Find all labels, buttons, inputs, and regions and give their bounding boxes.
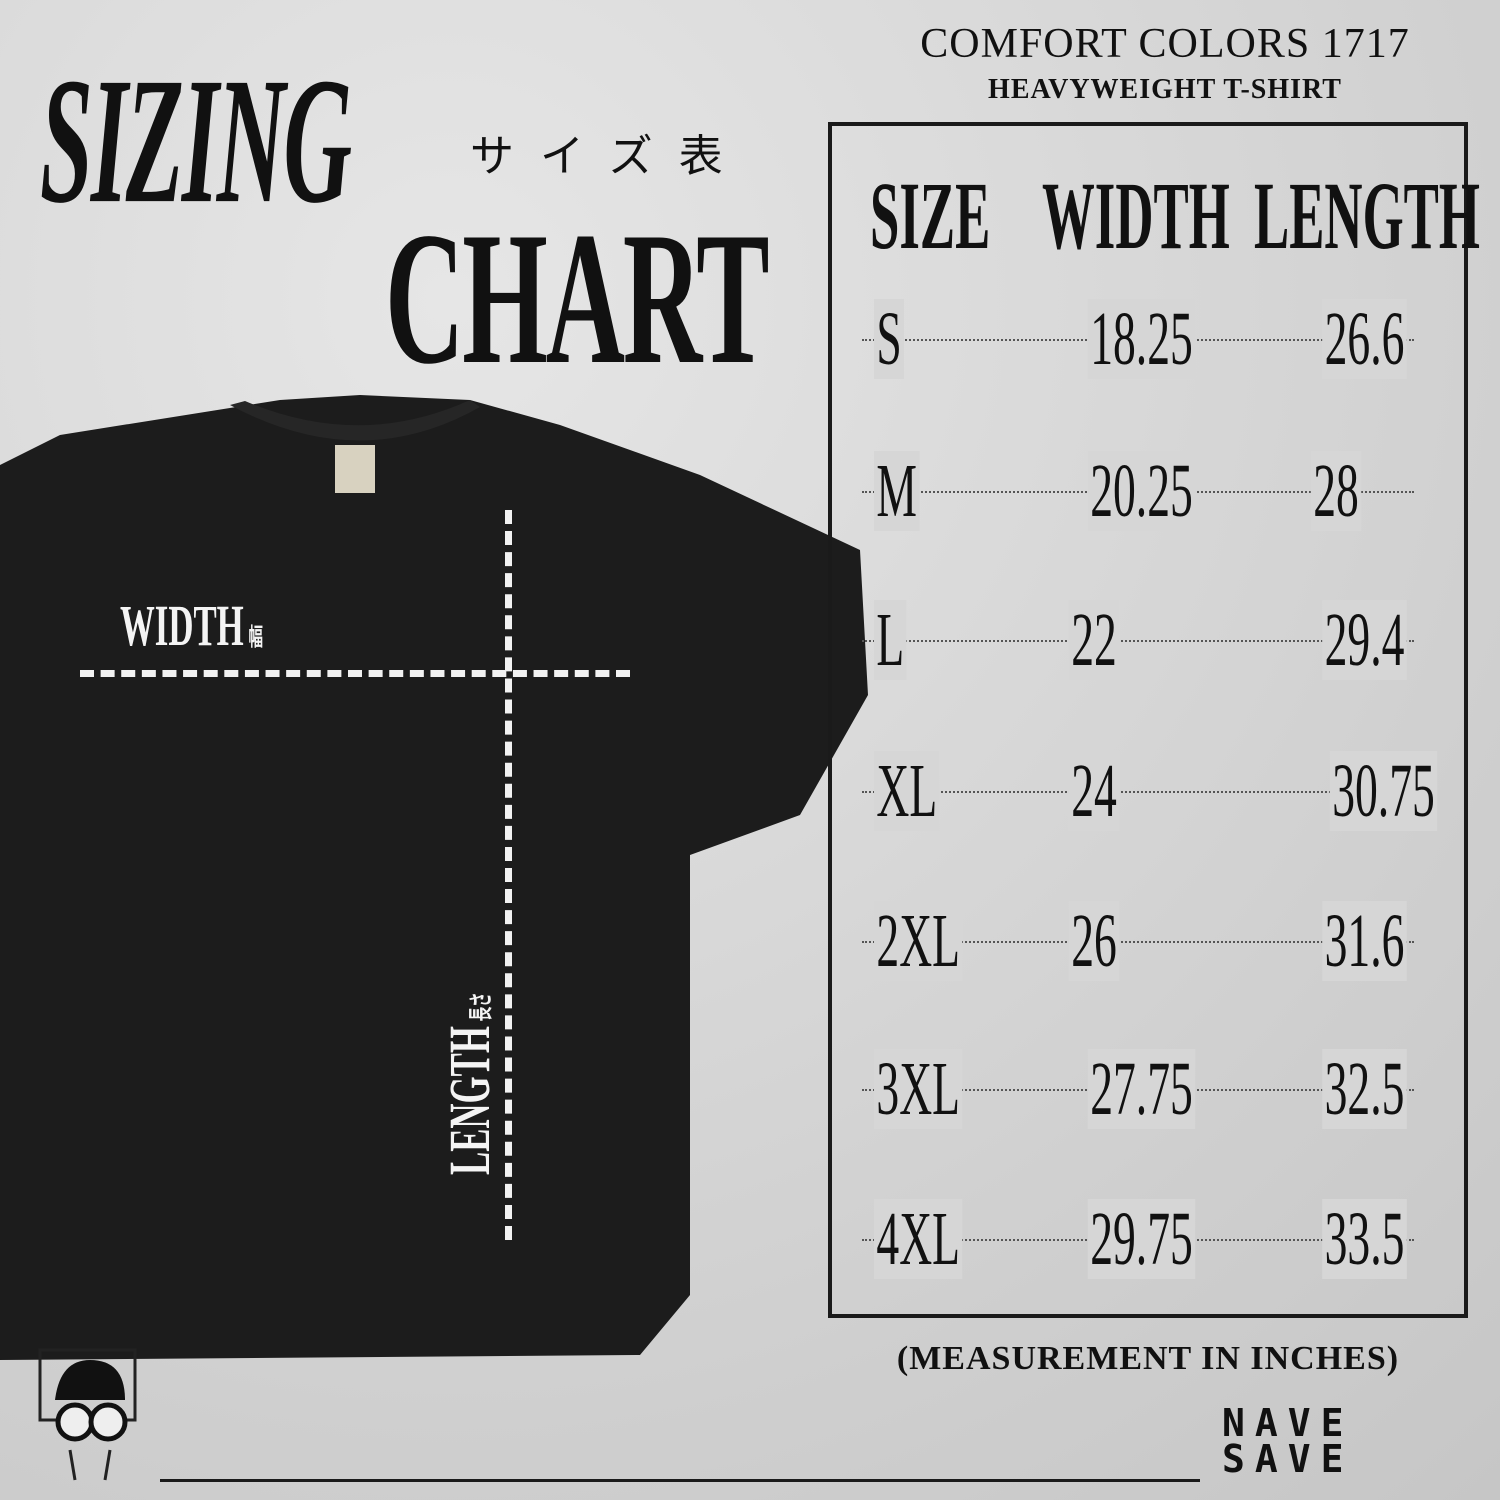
logo-line-2: SAVE [1222, 1437, 1354, 1481]
cell-length: 31.6 [1322, 901, 1407, 981]
width-label-jp: 幅 [248, 623, 263, 651]
row-leader-dots [862, 941, 1414, 943]
header-length: LENGTH [1254, 162, 1480, 269]
length-measure-line [505, 510, 512, 1240]
cell-length: 33.5 [1322, 1199, 1407, 1279]
table-row: 4XL 29.75 33.5 [832, 1199, 1464, 1279]
table-row: 3XL 27.75 32.5 [832, 1049, 1464, 1129]
cell-length: 30.75 [1329, 751, 1438, 831]
title-line-2: CHART [385, 193, 770, 404]
table-row: XL 24 30.75 [832, 751, 1464, 831]
cell-width: 22 [1068, 600, 1120, 680]
cell-size: 3XL [874, 1049, 963, 1129]
cell-size: M [874, 451, 920, 531]
cell-width: 20.25 [1087, 451, 1196, 531]
tshirt-image [0, 395, 868, 1360]
tshirt-collar [230, 400, 480, 441]
tshirt-body [0, 395, 868, 1360]
table-row: M 20.25 28 [832, 451, 1464, 531]
cell-width: 26 [1068, 901, 1120, 981]
length-label-text: LENGTH [437, 1026, 502, 1175]
bottom-rule [160, 1479, 1200, 1482]
cell-length: 29.4 [1322, 600, 1407, 680]
width-label-text: WIDTH [120, 593, 244, 658]
header-size: SIZE [870, 162, 991, 269]
table-row: L 22 29.4 [832, 600, 1464, 680]
row-leader-dots [862, 791, 1414, 793]
cell-length: 32.5 [1322, 1049, 1407, 1129]
cell-size: 4XL [874, 1199, 963, 1279]
cell-width: 18.25 [1087, 299, 1196, 379]
row-leader-dots [862, 640, 1414, 642]
title-line-1: SIZING [40, 41, 352, 241]
measurement-note: (MEASUREMENT IN INCHES) [896, 1340, 1400, 1377]
cell-length: 26.6 [1322, 299, 1407, 379]
title-japanese: サイズ表 [470, 131, 749, 182]
product-brand: COMFORT COLORS 1717 [920, 21, 1410, 67]
cell-width: 24 [1068, 751, 1120, 831]
logo-line-1: NAVE [1222, 1401, 1354, 1445]
width-label: WIDTH 幅 [120, 592, 263, 659]
cell-size: 2XL [874, 901, 963, 981]
table-row: S 18.25 26.6 [832, 299, 1464, 379]
cell-width: 27.75 [1087, 1049, 1196, 1129]
cell-size: L [874, 600, 907, 680]
tshirt-tag [335, 445, 375, 493]
cell-length: 28 [1310, 451, 1362, 531]
mascot-logo [38, 1348, 137, 1481]
width-measure-line [80, 670, 630, 677]
cell-width: 29.75 [1087, 1199, 1196, 1279]
length-label-jp: 長さ [467, 992, 495, 1022]
header-width: WIDTH [1042, 162, 1230, 269]
length-label: LENGTH 長さ [436, 992, 503, 1175]
product-type: HEAVYWEIGHT T-SHIRT [988, 74, 1342, 105]
nave-save-logo: NAVE SAVE [1222, 1401, 1472, 1481]
size-table: SIZE WIDTH LENGTH S 18.25 26.6 M 20.25 28 L 22 2… [828, 122, 1480, 1318]
table-row: 2XL 26 31.6 [832, 901, 1464, 981]
cell-size: XL [874, 751, 940, 831]
cell-size: S [874, 299, 905, 379]
